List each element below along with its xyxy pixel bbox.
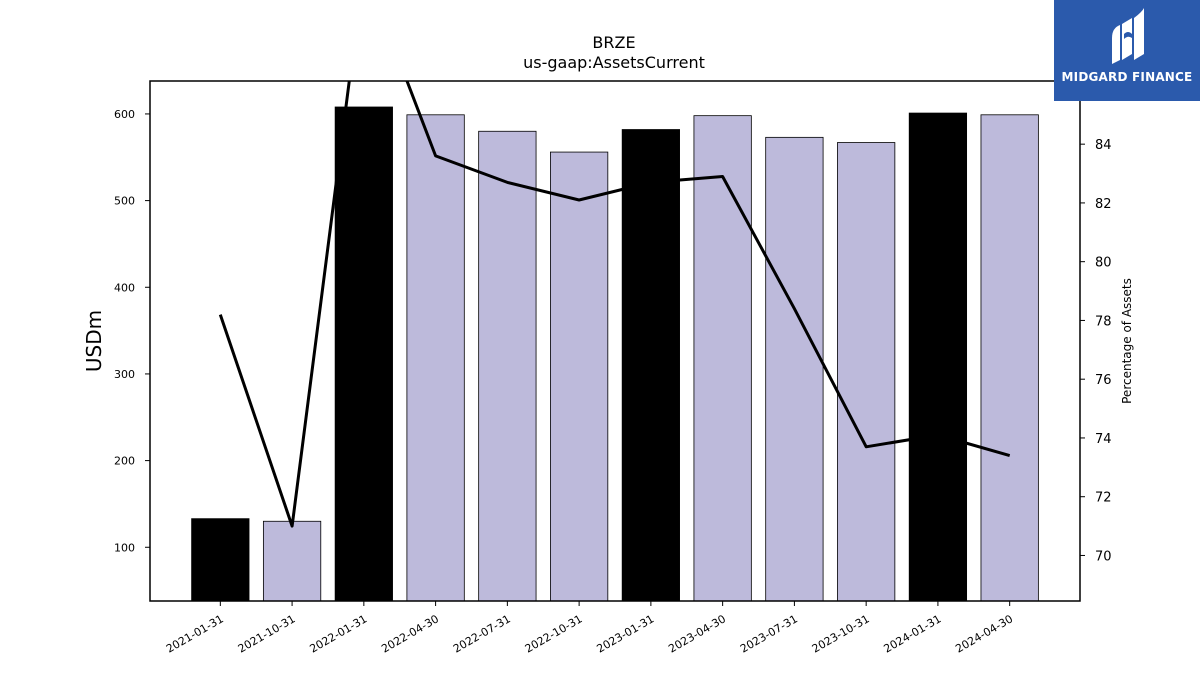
- x-tick-label: 2024-01-31: [882, 612, 944, 655]
- x-tick-label: 2023-04-30: [666, 612, 728, 655]
- y-axis-label: USDm: [82, 310, 106, 372]
- y-tick-label: 100: [114, 541, 135, 554]
- line-group: [218, 81, 1011, 528]
- y2-tick-label: 82: [1095, 197, 1112, 212]
- bar-2024-04-30: [980, 114, 1039, 602]
- left-axis: 100 200 300 400 500 600: [114, 108, 150, 554]
- bar-2024-01-31: [908, 112, 968, 602]
- y2-tick-label: 80: [1095, 256, 1112, 271]
- bar-2023-07-31: [765, 136, 824, 602]
- bars-group: [191, 106, 1039, 602]
- right-axis: 70 72 74 76 78 80 82 84: [1080, 138, 1112, 564]
- y2-tick-label: 70: [1095, 549, 1112, 564]
- bar-2023-01-31: [621, 129, 680, 602]
- x-tick-label: 2022-10-31: [523, 612, 585, 655]
- logo-mark-icon: [1112, 8, 1144, 64]
- y2-tick-label: 84: [1095, 138, 1112, 153]
- y-tick-label: 600: [114, 108, 135, 121]
- midgard-finance-logo: MIDGARD FINANCE: [1054, 0, 1200, 101]
- y2-tick-label: 72: [1095, 491, 1112, 506]
- bar-2021-10-31: [262, 520, 322, 602]
- chart-subtitle: us-gaap:AssetsCurrent: [523, 53, 705, 72]
- x-tick-label: 2023-10-31: [810, 612, 872, 655]
- bar-2023-10-31: [837, 142, 896, 602]
- y-tick-label: 500: [114, 195, 135, 208]
- bar-2022-01-31: [334, 106, 393, 602]
- bar-2022-04-30: [406, 114, 465, 602]
- y2-axis-label: Percentage of Assets: [1120, 278, 1134, 404]
- y2-tick-label: 78: [1095, 314, 1112, 329]
- x-axis: 2021-01-31 2021-10-31 2022-01-31 2022-04-30…: [164, 601, 1015, 656]
- bar-2023-04-30: [693, 115, 752, 602]
- chart-title: BRZE: [592, 33, 635, 52]
- bar-2021-01-31: [191, 518, 250, 602]
- x-tick-label: 2022-07-31: [451, 612, 513, 655]
- percentage-line: [218, 81, 1011, 528]
- x-tick-label: 2023-07-31: [738, 612, 800, 655]
- y2-tick-label: 74: [1095, 432, 1112, 447]
- x-tick-label: 2023-01-31: [595, 612, 657, 655]
- bar-2022-07-31: [478, 130, 537, 602]
- y-tick-label: 400: [114, 281, 135, 294]
- y-tick-label: 200: [114, 455, 135, 468]
- x-tick-label: 2022-01-31: [307, 612, 369, 655]
- x-tick-label: 2021-10-31: [236, 612, 298, 655]
- x-tick-label: 2024-04-30: [953, 612, 1015, 655]
- bar-2022-10-31: [550, 151, 609, 602]
- x-tick-label: 2022-04-30: [379, 612, 441, 655]
- y-tick-label: 300: [114, 368, 135, 381]
- y2-tick-label: 76: [1095, 373, 1112, 388]
- plot-frame: [149, 80, 1081, 602]
- x-tick-label: 2021-01-31: [164, 612, 226, 655]
- logo-text: MIDGARD FINANCE: [1061, 70, 1193, 84]
